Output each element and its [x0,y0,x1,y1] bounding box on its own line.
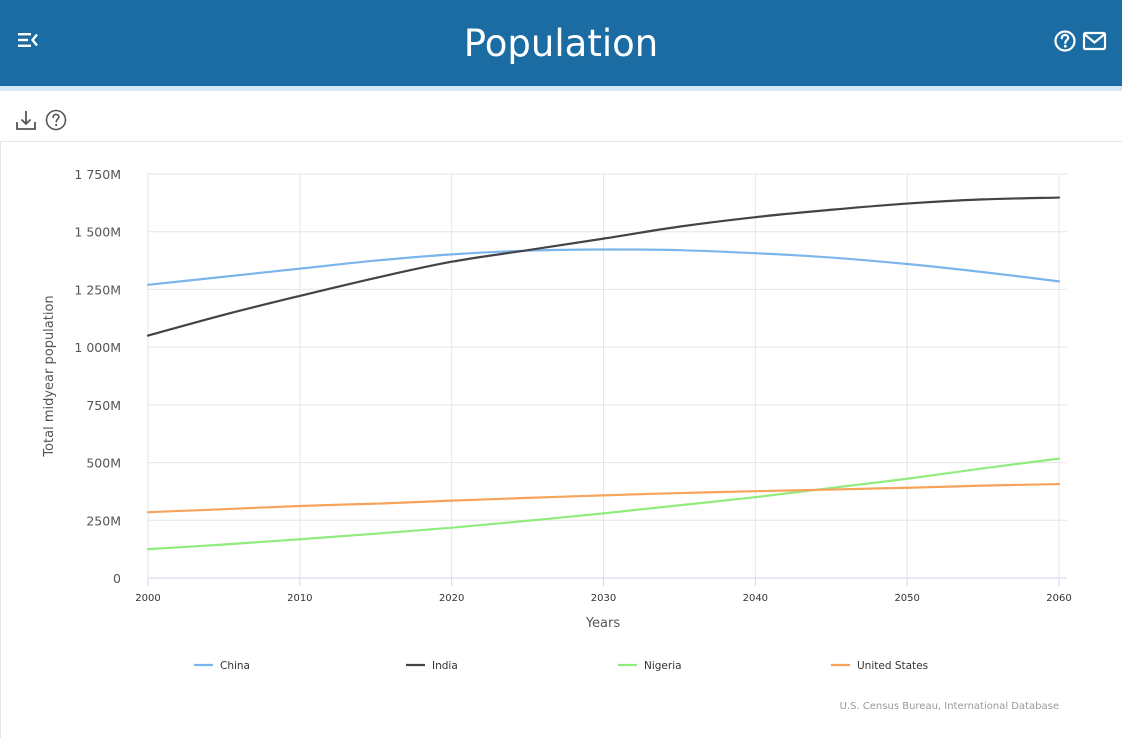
population-line-chart: 2000 2010 2020 2030 2040 2050 2060 0 250M 500M 75… [42,167,1072,712]
chart-credits[interactable]: U.S. Census Bureau, International Databa… [840,701,1059,712]
y-grid [148,173,1067,521]
x-tick-label: 2050 [894,593,919,604]
legend-label: China [220,660,250,672]
x-tick-label: 2020 [439,593,464,604]
chart-legend: China India Nigeria United States [194,660,928,672]
x-tick-label: 2040 [743,593,768,604]
legend-item-nigeria[interactable]: Nigeria [618,660,682,672]
app-header: Population [0,0,1122,86]
y-tick-label: 1 250M [74,282,121,297]
axes [147,577,1067,586]
y-tick-label: 1 500M [74,225,121,240]
chart-toolbar [0,91,1122,142]
x-tick-label: 2000 [135,593,160,604]
series-lines [146,196,1061,551]
chart-container: 2000 2010 2020 2030 2040 2050 2060 0 250M 500M 75… [0,142,1122,738]
legend-label: Nigeria [644,660,682,672]
y-tick-labels: 0 250M 500M 750M 1 000M 1 250M 1 500M 1 750M [74,167,121,586]
page-title: Population [463,22,659,65]
x-tick-label: 2010 [287,593,312,604]
help-circle-icon[interactable] [1053,29,1077,53]
chart-help-icon[interactable] [44,108,68,132]
y-tick-label: 1 750M [74,167,121,182]
y-tick-label: 250M [86,513,121,528]
legend-label: United States [857,660,928,672]
y-tick-label: 750M [86,398,121,413]
y-tick-label: 1 000M [74,340,121,355]
x-tick-label: 2060 [1046,593,1071,604]
series-line-china[interactable] [146,248,1061,286]
x-grid [147,174,1060,578]
series-line-nigeria[interactable] [146,457,1061,551]
x-tick-label: 2030 [591,593,616,604]
series-line-india[interactable] [146,196,1061,337]
download-icon[interactable] [14,108,38,132]
y-axis-title: Total midyear population [42,295,57,457]
y-tick-label: 500M [86,456,121,471]
legend-item-united-states[interactable]: United States [831,660,928,672]
legend-label: India [432,660,458,672]
series-line-united-states[interactable] [146,482,1061,514]
header-divider [0,86,1122,91]
legend-item-china[interactable]: China [194,660,250,672]
menu-collapse-icon[interactable] [16,30,40,50]
y-tick-label: 0 [113,571,121,586]
x-tick-labels: 2000 2010 2020 2030 2040 2050 2060 [135,593,1071,604]
legend-item-india[interactable]: India [406,660,458,672]
mail-icon[interactable] [1082,30,1108,52]
x-axis-title: Years [585,616,621,631]
